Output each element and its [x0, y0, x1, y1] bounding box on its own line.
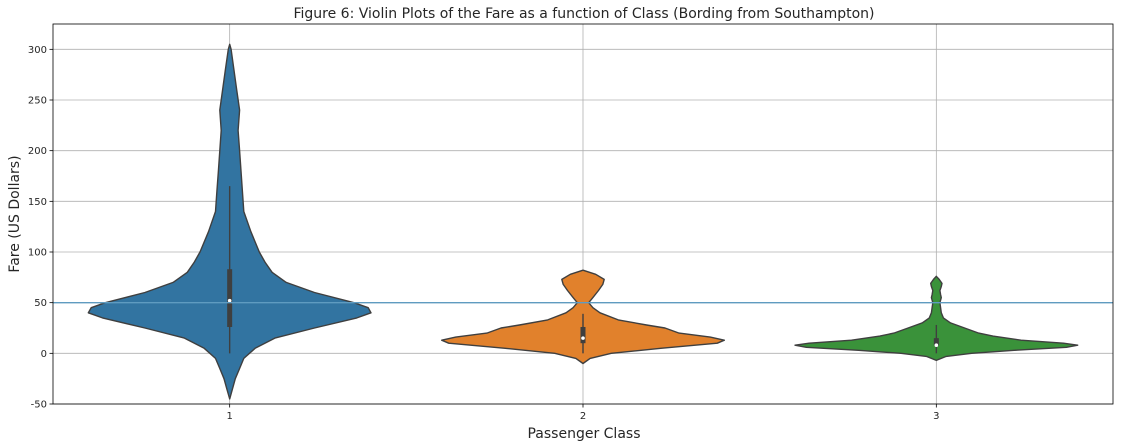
y-tick-label: -50: [31, 400, 47, 411]
x-axis: 1 2 3: [226, 404, 940, 422]
chart-title: Figure 6: Violin Plots of the Fare as a …: [293, 6, 874, 22]
x-tick-label: 1: [226, 411, 232, 422]
violin-median-2: [581, 336, 585, 340]
y-tick-label: 50: [34, 298, 47, 309]
x-tick-label: 3: [933, 411, 939, 422]
y-axis: -50 0 50 100 150 200 250 300: [28, 45, 53, 411]
x-axis-label: Passenger Class: [527, 426, 640, 442]
violin-iqr-box-2: [580, 326, 586, 344]
y-axis-label: Fare (US Dollars): [7, 155, 23, 272]
violin-body-3: [794, 275, 1079, 362]
violin-median-1: [227, 298, 232, 303]
y-tick-label: 300: [28, 45, 47, 56]
violin-iqr-box-3: [933, 338, 939, 346]
y-tick-label: 150: [28, 197, 47, 208]
violin-median-3: [934, 343, 939, 348]
violin-iqr-box-1: [227, 269, 233, 327]
y-tick-label: 200: [28, 146, 47, 157]
x-tick-label: 2: [580, 411, 586, 422]
y-tick-label: 0: [41, 349, 47, 360]
y-tick-label: 250: [28, 96, 47, 107]
violins: [87, 43, 1079, 400]
y-tick-label: 100: [28, 248, 47, 259]
